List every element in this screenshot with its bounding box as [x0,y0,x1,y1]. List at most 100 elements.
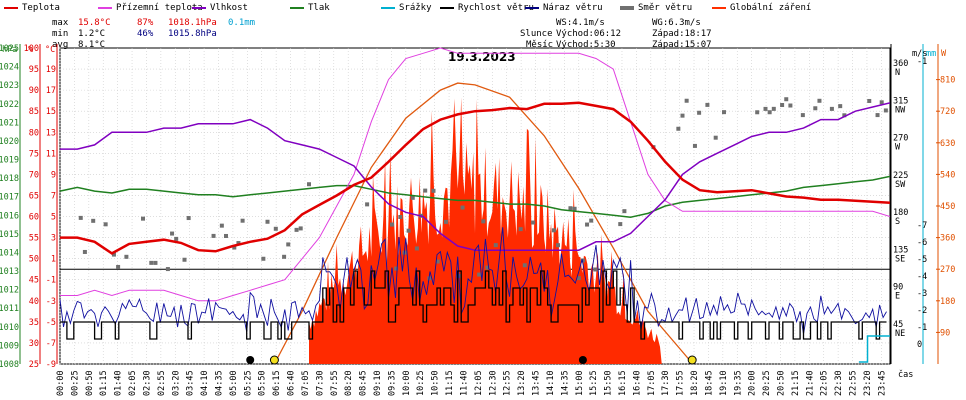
dir-tick: 315 [893,96,908,106]
legend-vlhkost-label: Vlhkost [210,3,248,13]
dir-tick-compass: SE [895,254,905,264]
wind-dir-point [788,103,793,108]
stat-rain: 0.1mm [228,18,256,28]
dir-tick-compass: S [895,217,900,227]
wind-dir-point [813,106,818,111]
legend-srazky: Srážky [381,3,432,13]
wind-tick: -5 [917,255,927,265]
x-tick-label: 13:45 [532,370,542,396]
stat-hum-min: 46% [137,29,154,39]
x-tick-label: 08:45 [359,370,369,396]
x-tick-label: 06:15 [272,370,282,396]
x-tick-label: 16:40 [632,370,642,396]
legend-tlak: Tlak [290,3,330,13]
wind-dir-point [531,220,536,225]
wind-dir-point [298,226,303,231]
wind-dir-point [236,241,241,246]
wind-dir-point [219,223,224,228]
wind-dir-point [800,113,805,118]
wind-dir-point [867,98,872,103]
pressure-tick: 1023 [0,81,19,91]
series-vlhkost [60,102,891,251]
wind-dir-point [82,249,87,254]
dir-tick: 180 [893,208,908,218]
temp-tick: 3 [51,234,56,244]
x-tick-label: 12:55 [503,370,513,396]
pressure-tick: 1017 [0,193,19,203]
wind-dir-point [576,276,581,281]
x-tick-label: 11:15 [445,370,455,396]
stat-sun-rise: Východ:06:12 [556,29,622,39]
x-tick-label: 21:15 [791,370,801,396]
temp-tick: 19 [46,65,56,75]
wind-dir-point [182,257,187,262]
stat-sun-label: Slunce [520,29,553,39]
radiation-area [309,97,662,364]
wind-dir-point [780,103,785,108]
axes [19,44,939,364]
wind-dir-point [518,227,523,232]
stat-min-label: min [52,29,69,39]
dir-tick-compass: W [895,143,901,153]
x-tick-label: 02:30 [142,370,152,396]
x-tick-label: 06:40 [287,370,297,396]
temp-tick: 15 [46,107,56,117]
legend-prizemni: Přízemní teplota [98,3,203,13]
humidity-tick: 40 [29,297,39,307]
wind-dir-point [817,98,822,103]
wind-dir-point [124,254,129,259]
wind-dir-point [477,272,482,277]
radiation-theoretical-line [273,82,694,365]
humidity-tick: 25 [29,360,39,370]
wind-tick: -1 [917,57,927,67]
series-tlak [59,175,891,218]
stat-temp-avg: 8.1°C [78,40,106,50]
wind-dir-point [78,215,83,220]
x-tick-label: 19:10 [719,370,729,396]
wind-dir-point [568,206,573,211]
wind-dir-point [170,231,175,236]
radiation-tick: 450 [940,202,955,212]
wind-tick: 0 [917,340,922,350]
x-tick-label: 21:40 [805,370,815,396]
pressure-tick: 1014 [0,248,19,258]
wind-dir-point [282,254,287,259]
radiation-tick: 270 [940,265,955,275]
moonrise-marker [246,356,255,364]
axis-unit: % [28,45,33,55]
dir-tick-compass: NE [895,329,905,339]
wind-dir-point [414,246,419,251]
wind-dir-point [294,227,299,232]
humidity-tick: 35 [29,318,39,328]
humidity-tick: 75 [29,149,39,159]
pressure-tick: 1018 [0,174,19,184]
temp-tick: -7 [46,339,56,349]
sunset-marker [687,355,697,365]
pressure-tick: 1025 [0,44,19,54]
humidity-tick: 60 [29,213,39,223]
pressure-tick: 1013 [0,267,19,277]
x-tick-label: 13:20 [517,370,527,396]
pressure-tick: 1022 [0,100,19,110]
wind-dir-point [713,135,718,140]
pressure-tick: 1016 [0,211,19,221]
stat-temp-min: 1.2°C [78,29,106,39]
x-tick-label: 10:50 [431,370,441,396]
wind-dir-point [153,260,158,265]
x-tick-label: 08:20 [344,370,354,396]
dir-tick: 135 [893,245,908,255]
humidity-tick: 95 [29,65,39,75]
legend-naraz-label: Náraz větru [543,3,603,13]
humidity-tick: 80 [29,128,39,138]
wind-dir-point [186,216,191,221]
radiation-tick: 180 [940,297,955,307]
axis-unit: W [941,49,947,59]
x-tick-label: 20:25 [762,370,772,396]
legend: Teplota Přízemní teplota Vlhkost Tlak Sr… [0,0,966,16]
wind-dir-point [879,100,884,105]
wind-dir-point [829,106,834,111]
dir-tick: 90 [893,283,903,293]
dir-tick: 45 [893,320,903,330]
radiation-layer [273,82,694,365]
temp-tick: -1 [46,276,56,286]
